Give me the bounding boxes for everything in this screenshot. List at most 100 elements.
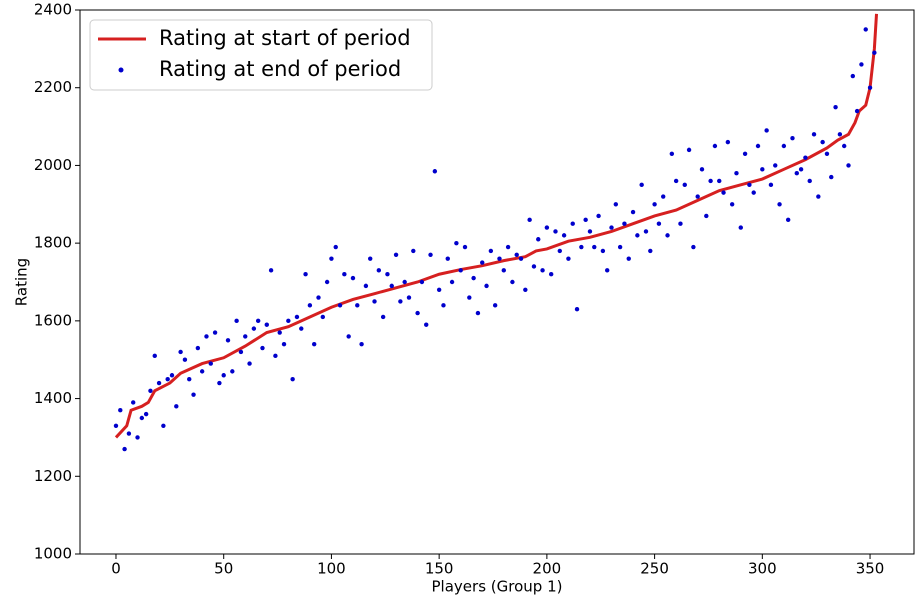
rating-point (682, 182, 687, 188)
rating-point (768, 182, 774, 188)
rating-point (337, 303, 343, 308)
rating-point (605, 268, 610, 273)
rating-line (114, 13, 879, 439)
rating-point (277, 330, 282, 335)
rating-point (678, 221, 683, 226)
plot-frame (79, 9, 915, 555)
y-tick-label: 1000 (34, 545, 72, 563)
rating-point (424, 322, 429, 327)
rating-point (717, 178, 722, 184)
rating-point (867, 85, 873, 90)
rating-point (846, 163, 851, 168)
rating-point (505, 244, 511, 250)
rating-point (617, 244, 623, 250)
rating-point (811, 132, 817, 137)
rating-point (807, 178, 812, 184)
rating-point (273, 353, 278, 359)
rating-point (579, 244, 584, 250)
rating-point (695, 194, 700, 199)
rating-point (643, 229, 649, 234)
rating-point (570, 221, 575, 226)
rating-point (540, 268, 545, 273)
rating-point (329, 256, 334, 261)
rating-point (458, 268, 463, 273)
rating-point (191, 392, 196, 397)
rating-point (704, 213, 709, 219)
x-tick-label: 300 (748, 560, 777, 578)
x-tick-label: 200 (533, 560, 562, 578)
x-axis-label: Players (Group 1) (432, 578, 563, 596)
rating-point (527, 217, 532, 223)
rating-point (859, 62, 864, 67)
rating-point (725, 139, 731, 145)
rating-point (738, 225, 743, 230)
rating-point (742, 151, 748, 156)
rating-point (755, 143, 761, 149)
rating-point (639, 182, 644, 188)
rating-point (721, 190, 726, 195)
rating-point (798, 167, 804, 172)
rating-point (385, 272, 390, 277)
rating-point (406, 295, 412, 300)
rating-point (445, 256, 450, 261)
rating-point (691, 244, 696, 250)
rating-point (544, 225, 550, 230)
rating-point (596, 213, 601, 219)
y-tick-label: 2400 (34, 1, 72, 19)
rating-point (820, 139, 825, 145)
rating-point (402, 279, 407, 285)
rating-point (131, 400, 136, 405)
rating-point (518, 256, 524, 261)
rating-point (359, 341, 364, 347)
rating-point (260, 345, 265, 351)
rating-point (803, 155, 808, 160)
rating-point (816, 194, 821, 199)
y-tick-label: 1800 (34, 234, 72, 252)
x-tick-label: 50 (214, 560, 233, 578)
rating-point (303, 272, 308, 277)
rating-point (854, 108, 860, 114)
rating-point (626, 256, 631, 261)
rating-point (609, 225, 614, 230)
rating-point (419, 279, 425, 285)
rating-point (135, 435, 140, 440)
rating-point (454, 240, 459, 246)
rating-point (824, 151, 830, 156)
rating-point (553, 229, 558, 234)
legend-box (89, 19, 433, 91)
rating-point (699, 167, 705, 172)
rating-point (182, 357, 188, 362)
rating-point (475, 310, 481, 316)
rating-point (587, 229, 593, 234)
rating-point (484, 283, 489, 289)
legend-label: Rating at start of period (159, 26, 411, 50)
rating-point (510, 279, 515, 285)
rating-point (389, 283, 394, 289)
rating-point (217, 380, 222, 386)
rating-point (368, 256, 373, 261)
rating-point (268, 268, 274, 273)
rating-point (686, 147, 692, 153)
rating-point (156, 380, 162, 386)
rating-point (557, 248, 563, 254)
x-tick-label: 100 (317, 560, 346, 578)
rating-point (118, 408, 123, 413)
rating-point (462, 244, 468, 250)
rating-point (480, 260, 485, 265)
rating-point (251, 326, 257, 331)
rating-point (311, 341, 317, 347)
rating-point (255, 318, 261, 324)
rating-point (536, 237, 541, 242)
rating-point (294, 314, 300, 320)
legend-label: Rating at end of period (159, 57, 401, 81)
rating-point (247, 361, 252, 366)
rating-point (751, 190, 756, 195)
rating-point (492, 303, 498, 308)
rating-point (622, 221, 627, 226)
rating-point (829, 174, 834, 180)
rating-point (635, 233, 640, 238)
rating-point (841, 143, 847, 149)
rating-point (161, 423, 166, 428)
rating-point (122, 446, 127, 452)
rating-point (411, 248, 416, 254)
